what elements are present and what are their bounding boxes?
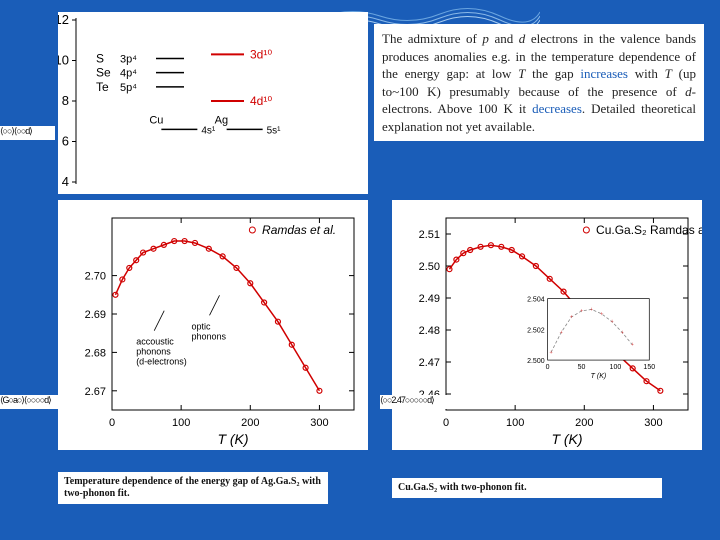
svg-text:T (K): T (K) <box>217 431 248 447</box>
svg-text:+: + <box>610 320 614 326</box>
svg-text:5p⁴: 5p⁴ <box>120 82 137 94</box>
desc-part: the gap <box>525 66 580 81</box>
aggas2-caption: Temperature dependence of the energy gap… <box>58 472 328 504</box>
svg-text:10: 10 <box>58 53 69 68</box>
artifact-strip-1: ⟨○○⟩⟨○○d⟩ <box>0 126 55 140</box>
svg-text:100: 100 <box>610 364 622 371</box>
svg-text:Cu.Ga.S₂ Ramdas and Bhosale: Cu.Ga.S₂ Ramdas and Bhosale <box>596 223 702 237</box>
desc-increases: increases <box>580 66 628 81</box>
svg-text:12: 12 <box>58 12 69 27</box>
svg-text:Cu: Cu <box>149 114 163 126</box>
svg-text:2.49: 2.49 <box>419 293 440 305</box>
svg-text:4s¹: 4s¹ <box>201 125 216 136</box>
svg-text:2.70: 2.70 <box>85 271 106 283</box>
svg-text:8: 8 <box>62 93 69 108</box>
svg-text:5s¹: 5s¹ <box>267 125 282 136</box>
svg-text:2.48: 2.48 <box>419 325 440 337</box>
svg-text:S: S <box>96 51 104 65</box>
svg-text:150: 150 <box>643 364 655 371</box>
svg-text:6: 6 <box>62 134 69 149</box>
svg-text:+: + <box>590 307 594 313</box>
svg-text:phonons: phonons <box>136 347 171 357</box>
svg-text:200: 200 <box>241 417 259 429</box>
svg-text:T (K): T (K) <box>591 373 607 380</box>
desc-decreases: decreases <box>532 101 582 116</box>
svg-text:2.47: 2.47 <box>419 357 440 369</box>
svg-text:4: 4 <box>62 174 69 189</box>
desc-part: and <box>489 31 519 46</box>
svg-text:2.69: 2.69 <box>85 309 106 321</box>
svg-text:3d¹⁰: 3d¹⁰ <box>250 47 272 61</box>
svg-text:2.68: 2.68 <box>85 347 106 359</box>
svg-text:50: 50 <box>578 364 586 371</box>
cugas2-caption: Cu.Ga.S₂ with two-phonon fit. <box>392 478 662 498</box>
svg-text:Te: Te <box>96 80 109 94</box>
svg-text:phonons: phonons <box>192 331 227 341</box>
svg-text:4d¹⁰: 4d¹⁰ <box>250 94 272 108</box>
svg-text:2.502: 2.502 <box>527 327 545 334</box>
svg-text:Ag: Ag <box>215 114 228 126</box>
svg-text:300: 300 <box>310 417 328 429</box>
desc-part: with <box>628 66 665 81</box>
svg-text:Ramdas et al.: Ramdas et al. <box>262 223 336 237</box>
svg-text:2.50: 2.50 <box>419 261 440 273</box>
svg-text:optic: optic <box>192 321 212 331</box>
svg-text:300: 300 <box>644 417 662 429</box>
svg-text:T (K): T (K) <box>551 431 582 447</box>
description-text-box: The admixture of p and d electrons in th… <box>374 24 704 141</box>
svg-text:+: + <box>570 315 574 321</box>
svg-text:Se: Se <box>96 66 111 80</box>
artifact-strip-2: ⟨G○a○⟩⟨○○○○d⟩ <box>0 395 100 409</box>
artifact-strip-3: ⟨○○2.47○○○○○d⟩ <box>380 395 500 409</box>
aggas2-chart-panel: 01002003002.672.682.692.70T (K)Ramdas et… <box>58 200 368 450</box>
desc-part: The admixture of <box>382 31 482 46</box>
svg-text:2.500: 2.500 <box>527 358 545 365</box>
svg-text:0: 0 <box>109 417 115 429</box>
svg-text:2.504: 2.504 <box>527 297 545 304</box>
svg-text:2.51: 2.51 <box>419 229 440 241</box>
cugas2-chart-panel: 01002003002.462.472.482.492.502.51T (K)C… <box>392 200 702 450</box>
svg-text:0: 0 <box>546 364 550 371</box>
desc-italic-T2: T <box>665 66 672 81</box>
orbital-energy-panel: 4 6 8 10 12 S 3p⁴ Se 4p⁴ Te 5p⁴ 3d¹⁰ 4d¹⁰ Cu 4s¹Ag 5s¹ <box>58 12 368 194</box>
svg-text:100: 100 <box>506 417 524 429</box>
svg-text:+: + <box>549 350 553 356</box>
svg-text:4p⁴: 4p⁴ <box>120 68 137 80</box>
svg-text:0: 0 <box>443 417 449 429</box>
svg-text:3p⁴: 3p⁴ <box>120 53 137 65</box>
svg-text:+: + <box>631 343 635 349</box>
svg-text:(d-electrons): (d-electrons) <box>136 357 187 367</box>
svg-text:100: 100 <box>172 417 190 429</box>
svg-text:accoustic: accoustic <box>136 337 174 347</box>
svg-text:200: 200 <box>575 417 593 429</box>
